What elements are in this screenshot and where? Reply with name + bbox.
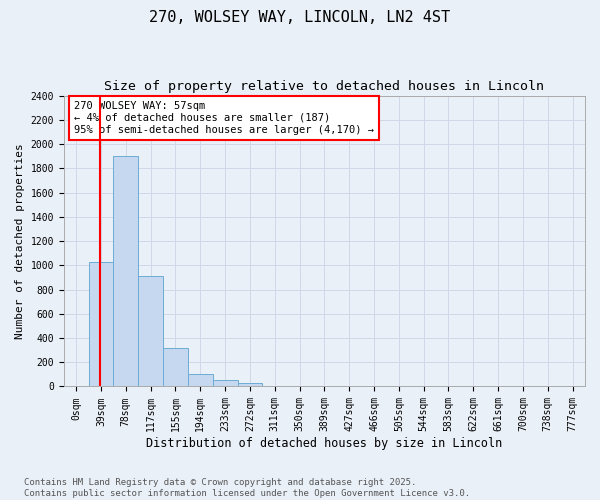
Bar: [138, 276, 163, 386]
Bar: [113, 156, 138, 386]
Text: Contains HM Land Registry data © Crown copyright and database right 2025.
Contai: Contains HM Land Registry data © Crown c…: [24, 478, 470, 498]
Bar: [163, 348, 188, 387]
Bar: [89, 262, 113, 386]
Bar: [188, 374, 212, 386]
Title: Size of property relative to detached houses in Lincoln: Size of property relative to detached ho…: [104, 80, 544, 93]
Bar: [212, 380, 238, 386]
Text: 270, WOLSEY WAY, LINCOLN, LN2 4ST: 270, WOLSEY WAY, LINCOLN, LN2 4ST: [149, 10, 451, 25]
Bar: [238, 383, 262, 386]
X-axis label: Distribution of detached houses by size in Lincoln: Distribution of detached houses by size …: [146, 437, 503, 450]
Text: 270 WOLSEY WAY: 57sqm
← 4% of detached houses are smaller (187)
95% of semi-deta: 270 WOLSEY WAY: 57sqm ← 4% of detached h…: [74, 102, 374, 134]
Y-axis label: Number of detached properties: Number of detached properties: [15, 143, 25, 339]
